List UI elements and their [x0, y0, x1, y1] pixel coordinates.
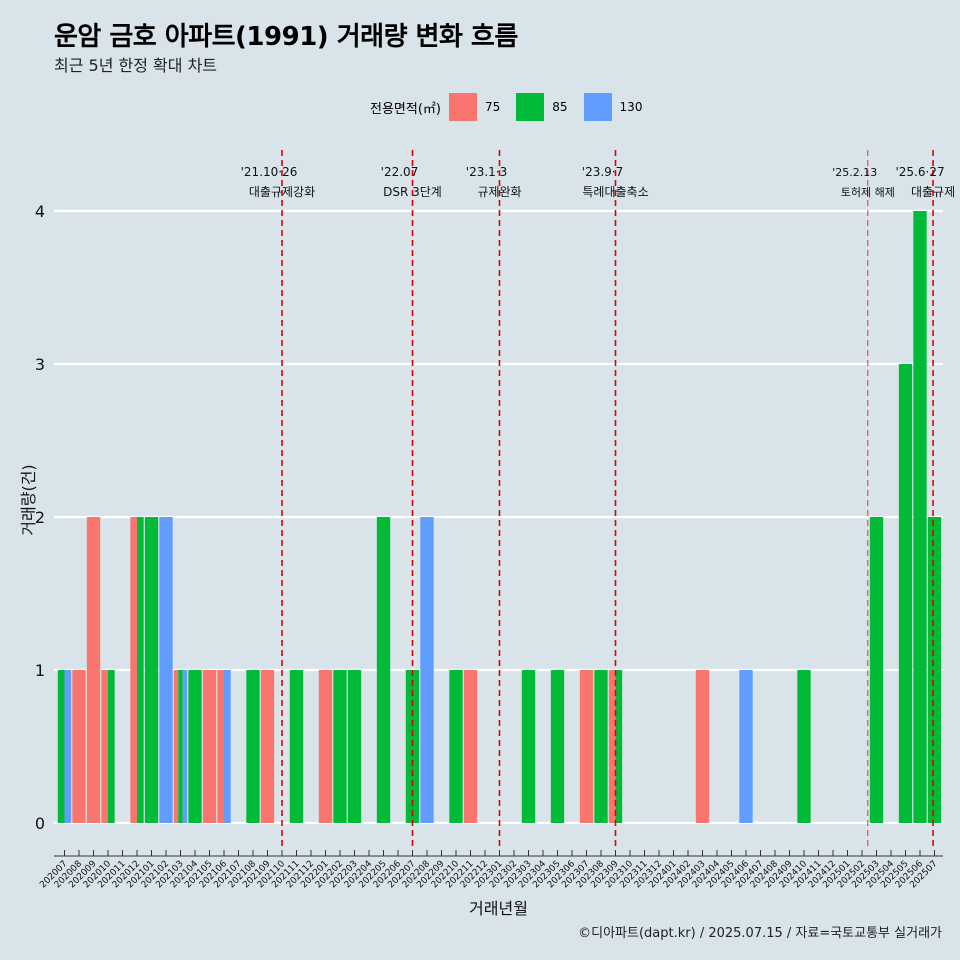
- x-axis-title: 거래년월: [469, 899, 528, 918]
- y-tick-label: 2: [35, 508, 45, 527]
- legend-key-75: [448, 93, 477, 121]
- bar-85-202308: [594, 670, 608, 823]
- bar-130-202208: [420, 517, 434, 823]
- bar-85-202007: [57, 670, 65, 823]
- bar-85-202111: [289, 670, 304, 823]
- bar-85-202505: [898, 364, 913, 823]
- bar-85-202410: [797, 670, 811, 823]
- bar-75-202201: [318, 670, 333, 823]
- bar-75-202012: [130, 517, 137, 823]
- bar-130-202102: [159, 517, 173, 823]
- legend-item-85: 85: [516, 93, 573, 121]
- bar-75-202009: [86, 517, 101, 823]
- bar-85-202305: [550, 670, 565, 823]
- bar-85-202207: [405, 670, 420, 823]
- bar-85-202108: [246, 670, 260, 823]
- bar-85-202104: [188, 670, 202, 823]
- bar-85-202205: [376, 517, 391, 823]
- y-tick-label: 3: [35, 355, 45, 374]
- y-tick-label: 0: [35, 814, 45, 833]
- legend: 전용면적(㎡) 75 85 130: [370, 92, 658, 122]
- chart-subtitle: 최근 5년 한정 확대 차트: [54, 56, 218, 75]
- bar-85-202103: [178, 670, 183, 823]
- bar-85-202507: [927, 517, 942, 823]
- bar-85-202202: [333, 670, 347, 823]
- bar-130-202103: [182, 670, 188, 823]
- bar-75-202103: [173, 670, 179, 823]
- event-date-label: '22.07: [381, 165, 419, 179]
- legend-label-75: 75: [484, 100, 501, 114]
- event-label: 대출규제강화: [249, 185, 315, 199]
- bar-75-202105: [202, 670, 217, 823]
- legend-label-130: 130: [619, 100, 643, 114]
- bar-75-202106: [217, 670, 224, 823]
- bar-75-202010: [101, 670, 108, 823]
- bar-130-202106: [224, 670, 231, 823]
- bar-85-202503: [869, 517, 884, 823]
- y-axis-title: 거래량(건): [19, 464, 38, 535]
- bar-75-202307: [579, 670, 594, 823]
- legend-item-130: 130: [583, 93, 649, 121]
- bar-75-202403: [695, 670, 710, 823]
- event-date-label: '23.9·7: [582, 165, 623, 179]
- event-date-label: '21.10·26: [241, 165, 298, 179]
- event-label: 토허제 해제: [841, 185, 895, 199]
- bar-75-202211: [463, 670, 478, 823]
- event-date-label: '25.6·27: [895, 165, 944, 179]
- bar-85-202506: [913, 211, 927, 823]
- event-label: 특례대출축소: [582, 185, 648, 199]
- bar-85-202203: [347, 670, 362, 823]
- bar-85-202010: [108, 670, 115, 823]
- y-tick-label: 1: [35, 661, 45, 680]
- bar-85-202210: [449, 670, 463, 823]
- bar-75-202008: [72, 670, 86, 823]
- event-date-label: '23.1·3: [466, 165, 507, 179]
- legend-label-85: 85: [552, 100, 568, 114]
- event-label: 대출규제: [911, 185, 955, 199]
- legend-title: 전용면적(㎡): [370, 101, 441, 117]
- y-tick-label: 4: [35, 202, 45, 221]
- chart-title: 운암 금호 아파트(1991) 거래량 변화 흐름: [54, 22, 518, 52]
- bar-85-202012: [137, 517, 144, 823]
- source-caption: ©디아파트(dapt.kr) / 2025.07.15 / 자료=국토교통부 실…: [578, 926, 942, 941]
- bar-85-202309: [615, 670, 623, 823]
- bar-130-202007: [64, 670, 72, 823]
- bar-75-202309: [608, 670, 616, 823]
- event-label: 규제완화: [477, 185, 521, 199]
- bar-85-202101: [144, 517, 159, 823]
- bar-130-202406: [739, 670, 753, 823]
- event-date-label: '25.2.13: [832, 166, 877, 179]
- legend-key-130: [583, 93, 612, 121]
- bar-85-202303: [521, 670, 536, 823]
- legend-item-75: 75: [448, 93, 506, 121]
- legend-key-85: [516, 93, 545, 121]
- bar-75-202109: [260, 670, 275, 823]
- event-label: DSR 3단계: [383, 185, 442, 199]
